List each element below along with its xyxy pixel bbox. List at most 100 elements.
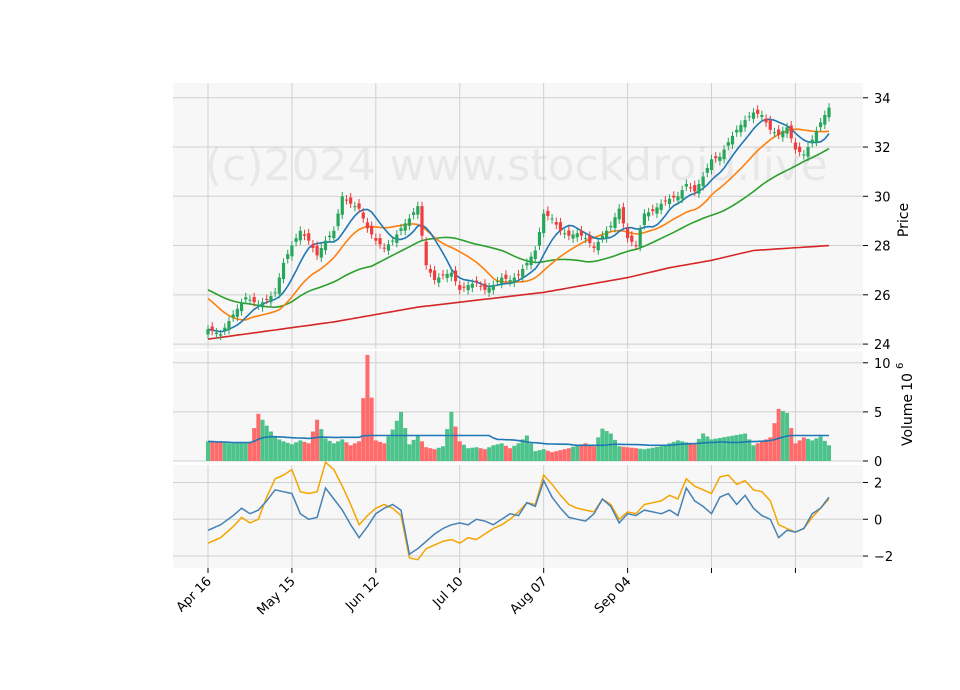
candle-body [302,234,307,236]
candle-body [223,327,227,331]
volume-bar [751,445,756,461]
candle-body [407,218,412,226]
volume-bar [331,443,336,461]
volume-bar [827,445,831,461]
volume-bar [206,441,210,461]
volume-bar [772,423,777,461]
candle-body [789,125,793,139]
volume-bar [235,442,240,461]
candle-body [772,132,777,134]
x-tick-label: Apr 16 [174,574,215,615]
y-tick-label: 30 [874,190,891,205]
candle-body [462,286,466,288]
candle-body [491,284,495,291]
candle-body [210,326,214,331]
candle-body [424,241,428,266]
volume-bar [592,446,597,461]
candle-body [642,213,646,225]
volume-bar [445,429,450,461]
volume-bar [562,449,567,461]
candle-body [277,277,281,294]
volume-bar [671,441,676,461]
volume-bar [550,452,555,461]
volume-bar [482,449,487,461]
candle-body [546,210,550,216]
volume-bar [373,440,378,461]
candle-body [655,207,659,214]
ma-200-line [207,244,830,340]
y-tick-label: 32 [874,141,891,156]
volume-bar [352,443,357,461]
volume-bar [491,445,496,461]
volume-bar [810,440,815,461]
volume-bar [508,448,513,461]
volume-bar [474,447,479,461]
volume-bar [487,447,492,461]
volume-bar [310,431,315,461]
x-tick-label: May 15 [255,574,299,618]
candle-body [638,229,642,247]
volume-bar [789,428,794,461]
volume-bar [587,444,592,461]
volume-bar [210,441,215,461]
candle-body [391,240,395,242]
volume-bar [566,448,571,461]
volume-bar [613,439,618,461]
volume-bar [759,441,764,461]
oscillator-b-line [207,460,830,561]
candle-body [646,212,651,217]
candle-body [370,225,374,235]
candle-body [533,250,537,259]
volume-bar [709,439,714,461]
volume-bar [214,442,219,461]
volume-bar [646,448,651,461]
y-tick-label: 10 [874,357,891,372]
candle-body [260,302,265,308]
volume-bar [541,449,546,461]
volume-bar [323,438,328,461]
candle-body [361,212,365,219]
candle-body [231,314,235,318]
volume-bar [357,441,362,461]
candle-body [756,109,760,114]
volume-bar [583,443,588,461]
volume-bar [344,442,349,461]
volume-bar [424,447,429,461]
volume-bar [453,426,458,461]
candle-body [651,209,655,212]
y-tick-label: 26 [874,289,891,304]
volume-bar [659,446,664,461]
volume-bar [302,441,307,461]
candle-body [596,241,600,251]
volume-bar [399,411,404,461]
candle-body [793,142,798,150]
candle-body [663,200,667,202]
candle-body [768,120,772,130]
candle-body [617,208,621,220]
volume-bar [289,444,294,461]
candle-body [814,131,819,142]
volume-bar [797,440,802,461]
candle-body [798,146,802,152]
candle-body [340,196,344,215]
candle-body [332,230,336,239]
candle-body [571,234,575,239]
volume-bar [617,446,622,461]
volume-bar [650,447,655,461]
candle-body [487,287,491,293]
volume-bar [533,451,538,461]
candle-body [470,283,474,288]
candle-body [550,218,554,220]
candle-body [613,217,617,228]
volume-bar [264,425,269,461]
volume-bar [394,420,399,461]
candle-body [416,206,420,215]
candle-body [739,124,743,133]
candle-body [290,245,294,257]
volume-bar [705,436,710,461]
volume-bar [785,412,790,461]
candle-body [760,115,764,117]
volume-bar [818,436,823,461]
candle-body [281,262,286,280]
volume-bar [419,441,424,461]
